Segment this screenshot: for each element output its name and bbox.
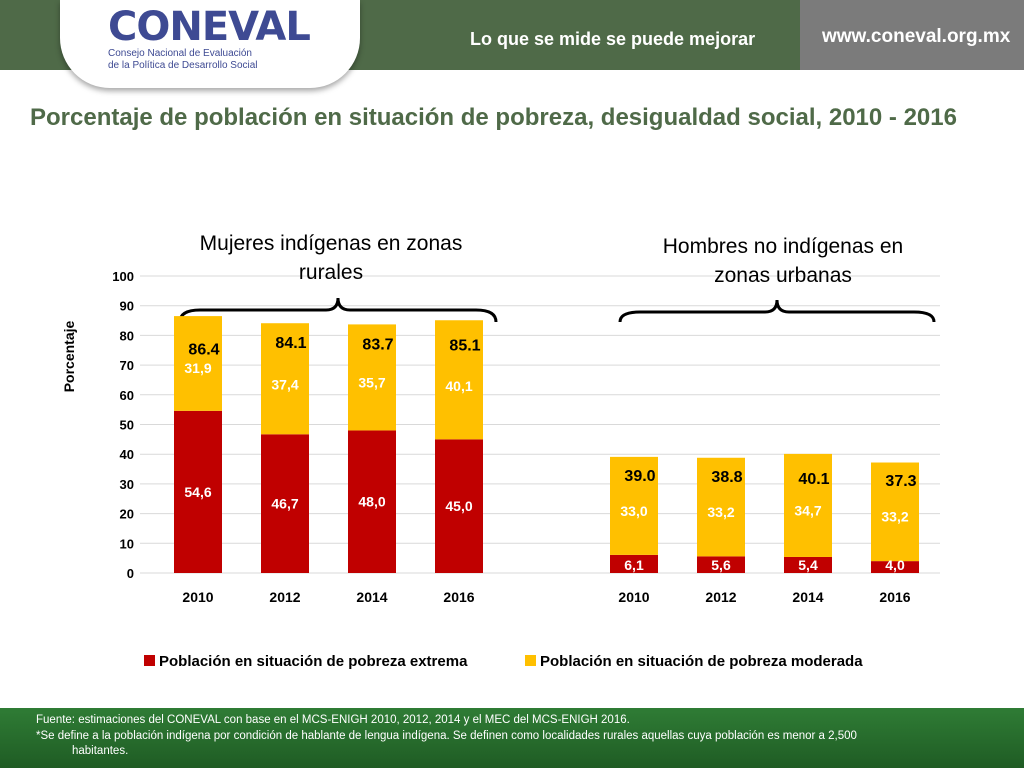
page-title: Porcentaje de población en situación de …	[30, 104, 957, 131]
legend-label: Población en situación de pobreza modera…	[540, 653, 863, 670]
label-moderada: 35,7	[358, 375, 385, 391]
label-extrema: 5,6	[711, 557, 731, 573]
footer-note: *Se define a la población indígena por c…	[36, 730, 857, 742]
label-total: 83.7	[362, 336, 393, 353]
bar-moderada	[435, 320, 483, 440]
logo-subtitle-line2: de la Política de Desarrollo Social	[108, 60, 258, 71]
label-moderada: 33,2	[707, 504, 734, 520]
bar-extrema	[435, 439, 483, 573]
y-tick-label: 20	[120, 507, 134, 522]
bar-extrema	[871, 561, 919, 573]
label-moderada: 34,7	[794, 503, 821, 519]
stacked-bar-chart: 0 10 20 30 40 50 60 70 80 90 100 Porcentaje Mujeres …	[61, 232, 940, 670]
group-brace	[618, 299, 936, 323]
label-moderada: 37,4	[271, 376, 298, 392]
header-website-panel	[800, 0, 1024, 70]
footer: Fuente: estimaciones del CONEVAL con bas…	[0, 708, 1024, 768]
footer-note-continued: habitantes.	[72, 745, 129, 757]
tagline: Lo que se mide se puede mejorar	[470, 29, 756, 49]
y-tick-label: 30	[120, 477, 134, 492]
bar-moderada	[784, 453, 832, 557]
y-tick-label: 90	[120, 299, 134, 314]
bar-moderada	[174, 316, 222, 411]
y-tick-label: 70	[120, 358, 134, 373]
bar-extrema	[348, 430, 396, 573]
x-tick-label: 2016	[879, 589, 910, 605]
label-total: 85.1	[449, 337, 480, 354]
label-extrema: 6,1	[624, 557, 644, 573]
bar-extrema	[784, 556, 832, 573]
website-link[interactable]: www.coneval.org.mx	[822, 26, 1011, 47]
x-tick-label: 2016	[443, 589, 474, 605]
x-tick-label: 2010	[182, 589, 213, 605]
legend-swatch	[525, 655, 536, 666]
label-extrema: 5,4	[798, 557, 818, 573]
y-axis-label: Porcentaje	[61, 320, 77, 392]
x-tick-label: 2014	[356, 589, 387, 605]
bar-extrema	[610, 554, 658, 573]
y-tick-label: 50	[120, 418, 134, 433]
y-tick-label: 80	[120, 328, 134, 343]
y-tick-label: 100	[112, 269, 134, 284]
footer-source: Fuente: estimaciones del CONEVAL con bas…	[36, 714, 630, 726]
group-brace	[178, 297, 498, 323]
label-total: 37.3	[885, 473, 916, 490]
label-total: 84.1	[275, 335, 306, 352]
label-extrema: 54,6	[184, 484, 211, 500]
bar-moderada	[261, 323, 309, 435]
y-tick-label: 40	[120, 447, 134, 462]
x-tick-label: 2012	[705, 589, 736, 605]
label-extrema: 45,0	[445, 498, 472, 514]
label-extrema: 48,0	[358, 494, 385, 510]
bar-moderada	[610, 456, 658, 555]
label-total: 39.0	[624, 468, 655, 485]
label-total: 38.8	[711, 469, 742, 486]
logo: CONEVAL Consejo Nacional de Evaluación d…	[60, 0, 360, 88]
label-total: 40.1	[798, 471, 829, 488]
label-moderada: 40,1	[445, 378, 472, 394]
group-label-continued: rurales	[299, 261, 363, 284]
label-extrema: 46,7	[271, 496, 298, 512]
y-tick-label: 60	[120, 388, 134, 403]
label-moderada: 33,0	[620, 503, 647, 519]
bar-moderada	[348, 324, 396, 431]
x-tick-label: 2012	[269, 589, 300, 605]
x-tick-label: 2014	[792, 589, 823, 605]
bar-moderada	[697, 457, 745, 557]
y-tick-label: 0	[127, 566, 134, 581]
label-total: 86.4	[188, 341, 219, 358]
label-extrema: 4,0	[885, 557, 905, 573]
logo-text: CONEVAL	[108, 4, 311, 50]
logo-subtitle-line1: Consejo Nacional de Evaluación	[108, 48, 252, 59]
group-label-continued: zonas urbanas	[714, 264, 852, 287]
bar-moderada	[871, 462, 919, 562]
legend-swatch	[144, 655, 155, 666]
x-tick-label: 2010	[618, 589, 649, 605]
legend-label: Población en situación de pobreza extrem…	[159, 653, 468, 670]
label-moderada: 33,2	[881, 509, 908, 525]
y-tick-label: 10	[120, 536, 134, 551]
bar-extrema	[261, 434, 309, 573]
group-label: Mujeres indígenas en zonas	[200, 232, 463, 255]
label-moderada: 31,9	[184, 360, 211, 376]
bar-extrema	[697, 556, 745, 573]
group-label: Hombres no indígenas en	[663, 235, 904, 258]
bar-extrema	[174, 410, 222, 573]
